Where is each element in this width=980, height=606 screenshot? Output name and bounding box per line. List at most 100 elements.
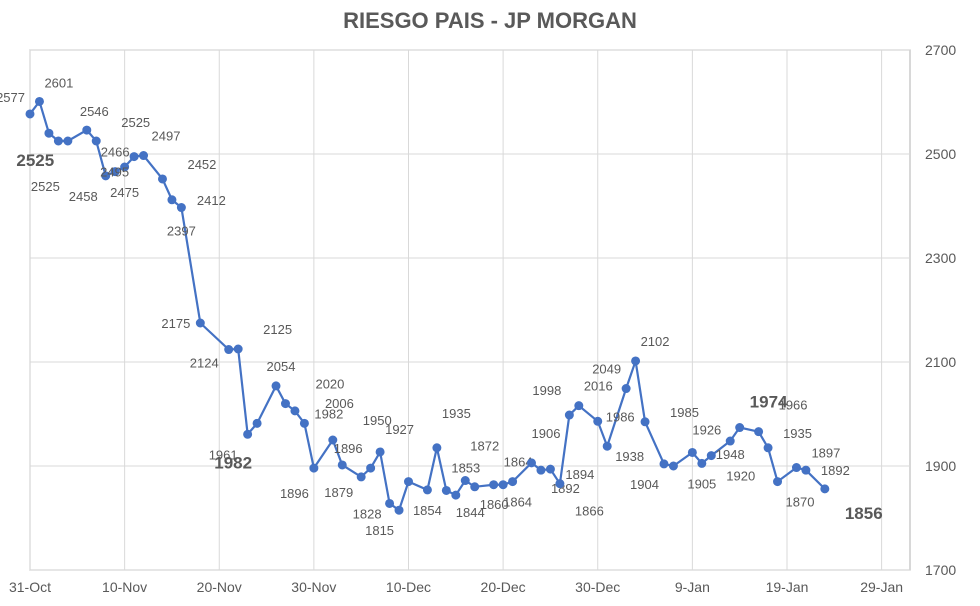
x-tick-label: 30-Nov — [291, 579, 336, 595]
data-label: 2601 — [44, 75, 73, 90]
data-marker — [54, 137, 62, 145]
data-label: 2452 — [187, 157, 216, 172]
data-label: 1966 — [779, 398, 808, 413]
x-tick-label: 10-Nov — [102, 579, 147, 595]
data-marker — [461, 477, 469, 485]
data-label: 1866 — [575, 504, 604, 519]
data-label: 1926 — [692, 422, 721, 437]
data-marker — [177, 204, 185, 212]
x-tick-label: 20-Dec — [481, 579, 526, 595]
data-marker — [395, 506, 403, 514]
data-marker — [565, 411, 573, 419]
data-marker — [291, 407, 299, 415]
data-label: 1864 — [503, 495, 532, 510]
data-marker — [442, 486, 450, 494]
data-marker — [669, 462, 677, 470]
data-marker — [45, 129, 53, 137]
data-label: 1870 — [786, 495, 815, 510]
data-marker — [792, 464, 800, 472]
data-marker — [528, 459, 536, 467]
x-tick-label: 30-Dec — [575, 579, 620, 595]
data-marker — [357, 473, 365, 481]
data-marker — [64, 137, 72, 145]
data-label: 2525 — [31, 179, 60, 194]
data-label: 2175 — [161, 316, 190, 331]
data-marker — [404, 478, 412, 486]
data-label: 1935 — [783, 426, 812, 441]
data-label: 1892 — [551, 481, 580, 496]
x-tick-label: 29-Jan — [860, 579, 903, 595]
data-marker — [244, 430, 252, 438]
data-label: 1879 — [324, 485, 353, 500]
data-marker — [556, 480, 564, 488]
data-marker — [310, 464, 318, 472]
y-tick-label: 2700 — [925, 42, 956, 58]
data-label: 2412 — [197, 193, 226, 208]
data-marker — [764, 444, 772, 452]
data-marker — [281, 400, 289, 408]
data-marker — [423, 486, 431, 494]
data-label: 2458 — [69, 189, 98, 204]
data-marker — [698, 459, 706, 467]
data-marker — [641, 418, 649, 426]
data-marker — [26, 110, 34, 118]
data-label: 2466 — [101, 145, 130, 160]
data-label: 1920 — [726, 469, 755, 484]
data-marker — [774, 478, 782, 486]
data-label: 2124 — [190, 356, 219, 371]
y-tick-label: 2100 — [925, 354, 956, 370]
y-tick-label: 1700 — [925, 562, 956, 578]
data-marker — [632, 357, 640, 365]
data-label: 1854 — [413, 503, 442, 518]
data-label: 2495 — [100, 165, 129, 180]
data-marker — [253, 419, 261, 427]
x-tick-label: 19-Jan — [766, 579, 809, 595]
data-marker — [537, 466, 545, 474]
data-label: 1905 — [687, 476, 716, 491]
data-label: 1815 — [365, 523, 394, 538]
data-label: 1896 — [280, 486, 309, 501]
data-label: 1998 — [532, 383, 561, 398]
data-label: 2102 — [641, 334, 670, 349]
data-label: 1938 — [615, 449, 644, 464]
data-marker — [726, 437, 734, 445]
data-marker — [660, 460, 668, 468]
data-label: 2546 — [80, 104, 109, 119]
data-label: 1897 — [811, 446, 840, 461]
data-label: 1896 — [334, 441, 363, 456]
data-label: 1986 — [606, 409, 635, 424]
data-marker — [158, 175, 166, 183]
data-marker — [490, 481, 498, 489]
data-marker — [736, 424, 744, 432]
data-marker — [168, 196, 176, 204]
chart-container: RIESGO PAIS - JP MORGAN 1700190021002300… — [0, 0, 980, 606]
data-label: 1935 — [442, 406, 471, 421]
data-label: 2475 — [110, 185, 139, 200]
data-marker — [575, 402, 583, 410]
data-marker — [622, 385, 630, 393]
data-label: 2525 — [16, 151, 54, 170]
data-marker — [707, 452, 715, 460]
data-marker — [300, 419, 308, 427]
data-marker — [386, 499, 394, 507]
data-marker — [433, 444, 441, 452]
data-marker — [367, 464, 375, 472]
data-marker — [83, 126, 91, 134]
data-marker — [376, 448, 384, 456]
x-tick-label: 20-Nov — [197, 579, 242, 595]
data-label: 1894 — [565, 467, 594, 482]
data-marker — [35, 97, 43, 105]
data-marker — [225, 346, 233, 354]
data-label: 1982 — [214, 453, 252, 472]
data-marker — [452, 491, 460, 499]
x-tick-label: 31-Oct — [9, 579, 51, 595]
data-label: 2054 — [267, 359, 296, 374]
y-tick-label: 1900 — [925, 458, 956, 474]
data-marker — [196, 319, 204, 327]
data-marker — [338, 461, 346, 469]
data-label: 1904 — [630, 477, 659, 492]
data-label: 2577 — [0, 90, 25, 105]
data-label: 2016 — [584, 379, 613, 394]
data-marker — [509, 478, 517, 486]
data-marker — [471, 483, 479, 491]
